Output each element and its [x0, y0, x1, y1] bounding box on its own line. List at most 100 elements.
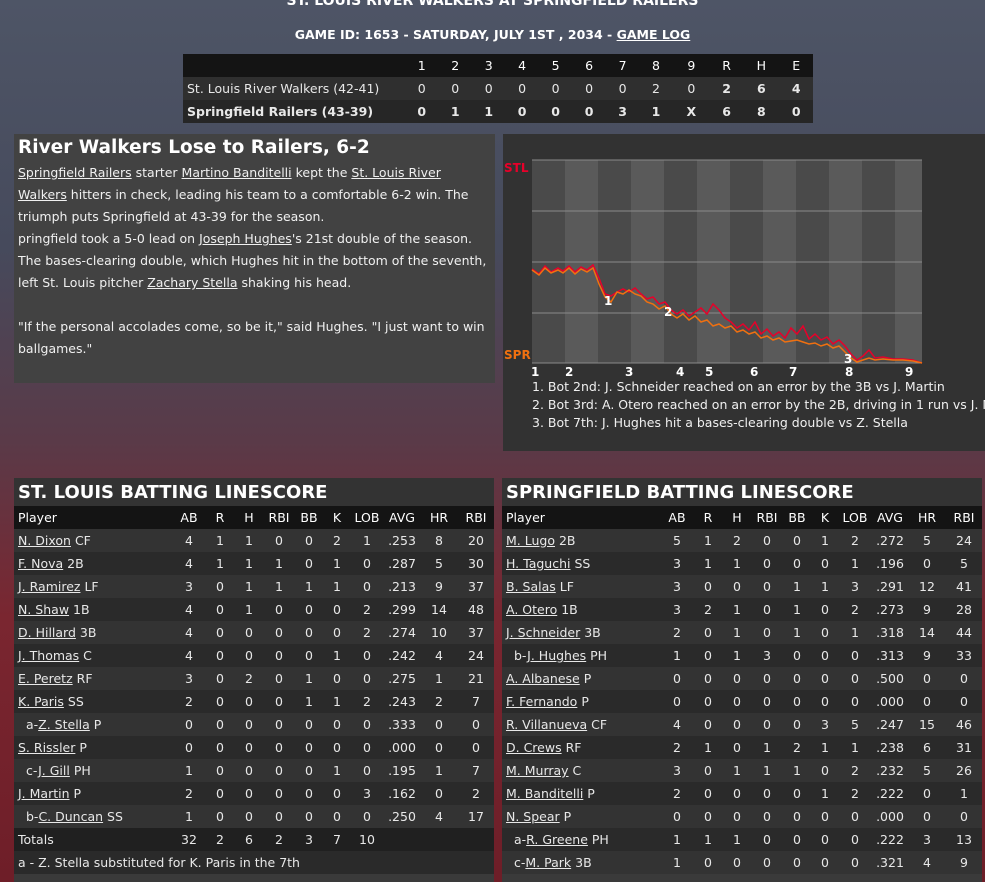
player-position: 3B: [75, 625, 97, 640]
player-row: J. Thomas C 4 0 0 0 0 1 0.242 4 24: [14, 644, 494, 667]
player-row: b-C. Duncan SS 1 0 0 0 0 0 0.250 4 17: [14, 805, 494, 828]
stat-cell: 2: [420, 690, 458, 713]
player-link[interactable]: D. Hillard: [18, 625, 76, 640]
stat-cell: 0: [752, 598, 782, 621]
stat-cell: 0: [264, 667, 294, 690]
stat-cell: 14: [908, 621, 946, 644]
player-link[interactable]: J. Gill: [38, 763, 70, 778]
player-link[interactable]: E. Peretz: [18, 671, 73, 686]
stat-cell: 0: [264, 690, 294, 713]
player-link-hughes[interactable]: Joseph Hughes: [199, 231, 292, 246]
player-link[interactable]: J. Thomas: [18, 648, 80, 663]
player-link[interactable]: M. Murray: [506, 763, 569, 778]
col-season-rbi: RBI: [946, 506, 982, 529]
inning-tick-4: 4: [676, 365, 684, 379]
player-link[interactable]: J. Martin: [18, 786, 70, 801]
player-position: C: [568, 763, 582, 778]
stat-cell: 0: [206, 736, 234, 759]
player-link[interactable]: H. Taguchi: [506, 556, 571, 571]
stat-cell: 5: [908, 759, 946, 782]
player-link[interactable]: N. Dixon: [18, 533, 71, 548]
player-link[interactable]: D. Crews: [506, 740, 562, 755]
stat-cell: 0: [694, 851, 722, 874]
col-rbi: RBI: [264, 506, 294, 529]
story-text: shaking his head.: [237, 275, 352, 290]
player-link[interactable]: M. Lugo: [506, 533, 555, 548]
stat-cell: 0: [420, 713, 458, 736]
stat-cell: 2: [660, 782, 694, 805]
player-link[interactable]: A. Otero: [506, 602, 558, 617]
story-text: 's 21st double of the season. The bases-…: [18, 231, 487, 290]
stat-cell: 0: [722, 713, 752, 736]
player-position: SS: [103, 809, 123, 824]
player-cell: A. Albanese P: [502, 667, 660, 690]
stat-cell: 30: [458, 552, 494, 575]
stat-cell: 4: [172, 598, 206, 621]
linescore-row-away: St. Louis River Walkers (42-41) 0 0 0 0 …: [183, 77, 813, 100]
player-link-stella[interactable]: Zachary Stella: [147, 275, 238, 290]
player-link[interactable]: K. Paris: [18, 694, 64, 709]
stat-cell: 1: [324, 552, 350, 575]
col-ab: AB: [172, 506, 206, 529]
game-info: GAME ID: 1653 - SATURDAY, JULY 1ST , 203…: [294, 27, 617, 42]
linescore-col-e: E: [779, 54, 813, 77]
game-log-link[interactable]: GAME LOG: [616, 27, 691, 42]
player-link[interactable]: J. Ramirez: [18, 579, 81, 594]
player-link[interactable]: J. Schneider: [506, 625, 581, 640]
stat-cell: .333: [384, 713, 420, 736]
stat-cell: .213: [384, 575, 420, 598]
player-link[interactable]: S. Rissler: [18, 740, 76, 755]
totals-cell: 3: [294, 828, 324, 851]
stat-cell: 24: [946, 529, 982, 552]
stat-cell: 1: [172, 805, 206, 828]
player-link[interactable]: M. Banditelli: [506, 786, 584, 801]
stat-cell: 0: [350, 805, 384, 828]
player-position: 2B: [554, 533, 576, 548]
linescore-col-9: 9: [672, 54, 710, 77]
player-link[interactable]: B. Salas: [506, 579, 556, 594]
player-row: K. Paris SS 2 0 0 0 1 1 2.243 2 7: [14, 690, 494, 713]
stat-cell: 0: [782, 782, 812, 805]
player-link[interactable]: M. Park: [525, 855, 572, 870]
stat-cell: 0: [350, 713, 384, 736]
stl-batting-title: ST. LOUIS BATTING LINESCORE: [14, 478, 494, 506]
player-link[interactable]: F. Fernando: [506, 694, 578, 709]
stat-cell: 0: [694, 575, 722, 598]
stat-cell: 0: [782, 690, 812, 713]
linescore-col-h: H: [743, 54, 780, 77]
player-link[interactable]: F. Nova: [18, 556, 64, 571]
player-row: c-M. Park 3B 1 0 0 0 0 0 0.321 4 9: [502, 851, 982, 874]
player-link-banditelli[interactable]: Martino Banditelli: [181, 165, 292, 180]
player-link[interactable]: Z. Stella: [38, 717, 90, 732]
stat-cell: 2: [838, 598, 872, 621]
player-link[interactable]: N. Spear: [506, 809, 560, 824]
stat-cell: 1: [838, 621, 872, 644]
stat-cell: 0: [812, 552, 838, 575]
sub-prefix: b-: [26, 809, 39, 824]
stat-cell: 0: [264, 782, 294, 805]
stat-cell: 0: [838, 644, 872, 667]
player-link[interactable]: C. Duncan: [38, 809, 104, 824]
player-link[interactable]: R. Greene: [526, 832, 588, 847]
player-link[interactable]: A. Albanese: [506, 671, 580, 686]
stat-cell: 0: [694, 667, 722, 690]
stat-cell: 0: [206, 782, 234, 805]
player-cell: E. Peretz RF: [14, 667, 172, 690]
stat-cell: 0: [350, 667, 384, 690]
totals-cell: 32: [172, 828, 206, 851]
player-link[interactable]: N. Shaw: [18, 602, 70, 617]
stat-cell: 0: [324, 667, 350, 690]
team-link-st-louis[interactable]: St. Louis River Walkers: [18, 165, 441, 202]
inning-tick-8: 8: [845, 365, 853, 379]
player-position: LF: [80, 579, 99, 594]
col-player: Player: [502, 506, 660, 529]
stat-cell: 3: [172, 575, 206, 598]
stat-cell: 1: [782, 621, 812, 644]
player-link[interactable]: R. Villanueva: [506, 717, 588, 732]
stat-cell: 0: [812, 598, 838, 621]
player-link[interactable]: J. Hughes: [527, 648, 587, 663]
team-link-springfield[interactable]: Springfield Railers: [18, 165, 132, 180]
inning-tick-2: 2: [565, 365, 573, 379]
player-cell: J. Martin P: [14, 782, 172, 805]
stat-cell: 1: [660, 828, 694, 851]
